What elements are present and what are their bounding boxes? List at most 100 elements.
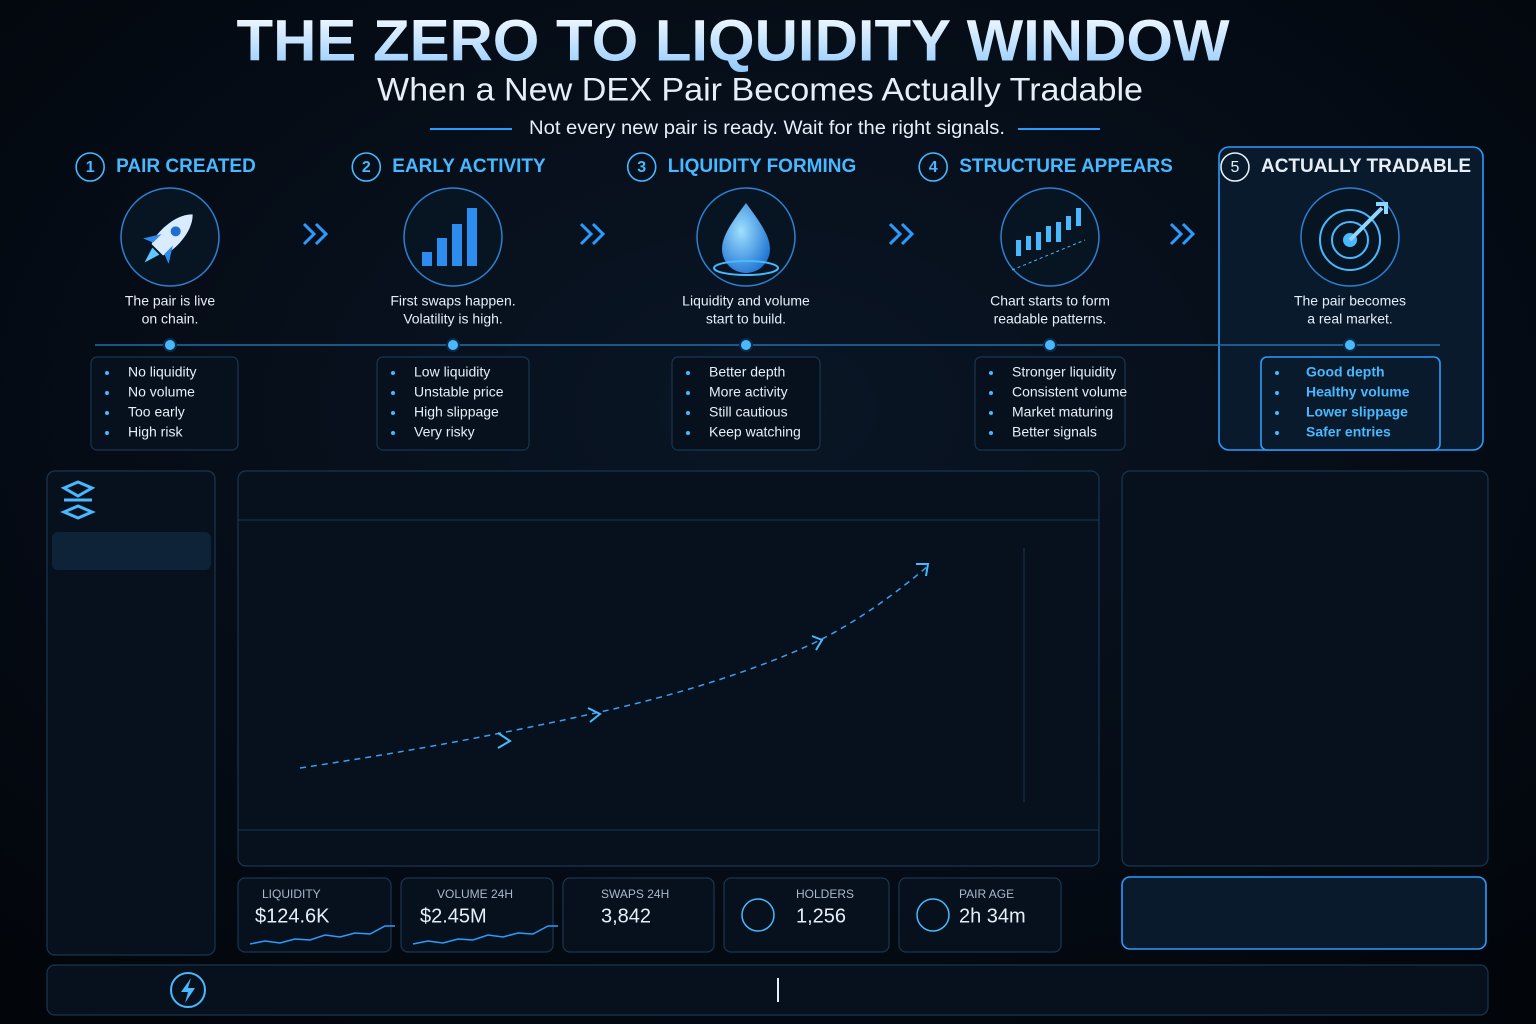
stat-label: PAIR AGE [959, 887, 1014, 901]
stat-value: $124.6K [255, 905, 330, 927]
stage-bullet: No volume [128, 384, 195, 400]
stage-bullet: Market maturing [1012, 404, 1113, 420]
stage-bullet: Healthy volume [1306, 384, 1410, 400]
stage-number-ring [626, 152, 657, 182]
bullet-dot [1275, 391, 1279, 395]
stage-bullet: Too early [128, 404, 185, 420]
bullet-dot [989, 411, 993, 415]
stage-bullet: High risk [128, 424, 183, 440]
stage-box [376, 356, 530, 451]
bullet-dot [391, 411, 395, 415]
stage-description: start to build. [706, 311, 786, 327]
stage-number: 5 [1231, 159, 1240, 176]
bullet-dot [686, 391, 690, 395]
bullet-dot [105, 371, 109, 375]
stage-description: The pair becomes [1294, 293, 1406, 309]
patience-panel [1121, 876, 1487, 950]
stage-title: LIQUIDITY FORMING [668, 156, 857, 177]
stage-bullet: Unstable price [414, 384, 504, 400]
bullet-dot [989, 431, 993, 435]
stat-label: LIQUIDITY [262, 887, 321, 901]
timeline-dot [1043, 338, 1057, 352]
tagline: Not every new pair is ready. Wait for th… [529, 118, 1005, 139]
stage-bullet: Better signals [1012, 424, 1097, 440]
stat-card [562, 877, 715, 953]
bullet-dot [391, 431, 395, 435]
stage-bullet: Lower slippage [1306, 404, 1408, 420]
bullet-dot [1275, 431, 1279, 435]
trend-arrow [299, 565, 929, 769]
signals-panel [1121, 470, 1489, 867]
sparkline [249, 925, 395, 945]
stat-label: HOLDERS [796, 887, 854, 901]
stage-title: ACTUALLY TRADABLE [1261, 156, 1471, 177]
stage-bullet: Safer entries [1306, 424, 1391, 440]
stage-number: 4 [929, 159, 938, 176]
subtitle: When a New DEX Pair Becomes Actually Tra… [377, 71, 1143, 107]
footer-icon [170, 972, 206, 1008]
stage-bullet: Consistent volume [1012, 384, 1127, 400]
stat-card [898, 877, 1062, 953]
stage-description: Volatility is high. [403, 311, 503, 327]
stage-description: readable patterns. [994, 311, 1107, 327]
bullet-dot [105, 411, 109, 415]
bullet-dot [391, 391, 395, 395]
stat-value: 1,256 [796, 905, 846, 927]
sidebar-active [52, 532, 211, 570]
stage-title: STRUCTURE APPEARS [959, 156, 1173, 177]
stage-bullet: Good depth [1306, 364, 1385, 380]
bullet-dot [105, 431, 109, 435]
stage-number-ring [918, 152, 949, 182]
bullet-dot [391, 371, 395, 375]
stat-icon [916, 898, 950, 932]
stage-bullet: Better depth [709, 364, 785, 380]
stat-value: 2h 34m [959, 905, 1026, 927]
stage-number: 1 [86, 159, 95, 176]
stage-description: Liquidity and volume [682, 293, 810, 309]
stage-box [90, 356, 239, 451]
bullet-dot [686, 371, 690, 375]
bullet-dot [989, 391, 993, 395]
bullet-dot [105, 391, 109, 395]
footer-icon [181, 978, 195, 1003]
stat-label: VOLUME 24H [437, 887, 513, 901]
stage-number: 3 [637, 159, 646, 176]
brand-logo [60, 480, 96, 520]
bullet-dot [686, 431, 690, 435]
stage-bullet: Stronger liquidity [1012, 364, 1116, 380]
stat-value: 3,842 [601, 905, 651, 927]
bullet-dot [1275, 371, 1279, 375]
stage-box [974, 356, 1126, 451]
stage-number-ring [351, 152, 382, 182]
stat-card [723, 877, 890, 953]
timeline-dot [1343, 338, 1357, 352]
stat-value: $2.45M [420, 905, 487, 927]
stage-bullet: Still cautious [709, 404, 788, 420]
arrow-heads [497, 563, 930, 749]
sidebar-panel [46, 470, 216, 956]
stage-number-ring [75, 152, 105, 182]
stage-box [671, 356, 821, 451]
timeline-dot [739, 338, 753, 352]
stage-description: Chart starts to form [990, 293, 1110, 309]
stat-label: SWAPS 24H [601, 887, 669, 901]
stat-icon [741, 898, 775, 932]
stage-bullet: No liquidity [128, 364, 196, 380]
footer-panel [46, 964, 1489, 1016]
bullet-dot [989, 371, 993, 375]
stage-description: The pair is live [125, 293, 215, 309]
title: THE ZERO TO LIQUIDITY WINDOW [237, 8, 1230, 73]
stage-bullet: Low liquidity [414, 364, 490, 380]
stage-bullet: Keep watching [709, 424, 801, 440]
chart-panel [237, 470, 1100, 867]
stage-description: on chain. [142, 311, 199, 327]
bullet-dot [686, 411, 690, 415]
timeline-dot [163, 338, 177, 352]
stage-bullet: More activity [709, 384, 788, 400]
stage-number-ring [1220, 152, 1250, 182]
stage-title: PAIR CREATED [116, 156, 256, 177]
stage-description: First swaps happen. [390, 293, 515, 309]
stage-number: 2 [362, 159, 371, 176]
